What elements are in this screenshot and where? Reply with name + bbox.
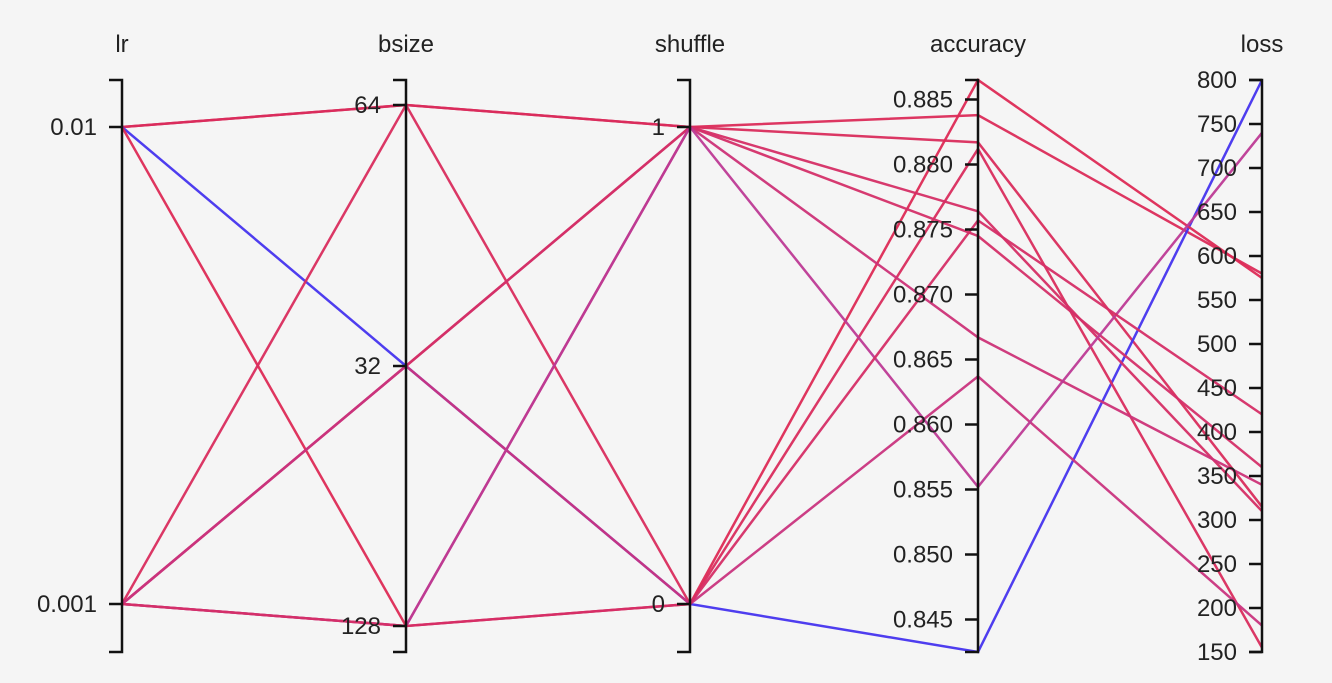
tick-label-accuracy-1: 0.880	[893, 152, 953, 179]
tick-label-loss-1: 750	[1197, 111, 1237, 138]
axis-title-loss: loss	[1241, 31, 1284, 58]
axis-bsize: bsize 64 32 128	[341, 31, 434, 654]
tick-label-lr-1: 0.001	[37, 591, 97, 618]
tick-label-lr-0: 0.01	[50, 114, 97, 141]
axis-line-shuffle	[677, 78, 692, 654]
tick-label-shuffle-1: 0	[652, 591, 665, 618]
tick-label-loss-11: 250	[1197, 551, 1237, 578]
tick-label-accuracy-8: 0.845	[893, 607, 953, 634]
tick-label-loss-4: 600	[1197, 243, 1237, 270]
tick-label-accuracy-5: 0.860	[893, 412, 953, 439]
axis-title-lr: lr	[115, 31, 128, 58]
data-line-3	[120, 78, 1263, 628]
tick-label-loss-13: 150	[1197, 639, 1237, 666]
tick-label-loss-10: 300	[1197, 507, 1237, 534]
axis-title-bsize: bsize	[378, 31, 434, 58]
data-line-4	[120, 102, 1264, 649]
axis-line-lr	[109, 78, 124, 654]
tick-label-loss-8: 400	[1197, 419, 1237, 446]
tick-label-loss-3: 650	[1197, 199, 1237, 226]
data-lines	[120, 78, 1264, 654]
axis-accuracy: accuracy 0.885 0.880 0.875 0.870 0.865 0.860 0.…	[893, 31, 1026, 654]
axis-line-accuracy	[965, 78, 980, 654]
tick-label-loss-5: 550	[1197, 287, 1237, 314]
tick-label-accuracy-6: 0.855	[893, 477, 953, 504]
tick-label-loss-12: 200	[1197, 595, 1237, 622]
axis-title-accuracy: accuracy	[930, 31, 1026, 58]
data-line-8	[121, 125, 1263, 628]
tick-label-loss-0: 800	[1197, 67, 1237, 94]
data-line-6	[121, 125, 1263, 605]
tick-label-accuracy-7: 0.850	[893, 542, 953, 569]
tick-label-loss-9: 350	[1197, 463, 1237, 490]
tick-label-bsize-0: 64	[354, 92, 381, 119]
tick-label-shuffle-0: 1	[652, 114, 665, 141]
data-line-5	[121, 125, 1263, 605]
tick-label-loss-2: 700	[1197, 155, 1237, 182]
tick-label-accuracy-4: 0.865	[893, 347, 953, 374]
axis-lr: lr 0.01 0.001	[37, 31, 129, 654]
axes: lr 0.01 0.001 bsize 64 32 128 shuffle 1 0 accuracy…	[37, 31, 1283, 666]
data-line-2	[121, 79, 1264, 654]
tick-label-accuracy-0: 0.885	[893, 87, 953, 114]
tick-label-loss-6: 500	[1197, 331, 1237, 358]
axis-shuffle: shuffle 1 0	[652, 31, 725, 654]
data-line-7	[121, 364, 1263, 627]
data-line-9	[121, 124, 1263, 628]
tick-label-bsize-2: 128	[341, 613, 381, 640]
tick-label-bsize-1: 32	[354, 353, 381, 380]
axis-title-shuffle: shuffle	[655, 31, 725, 58]
axis-line-loss	[1249, 78, 1264, 654]
tick-label-accuracy-3: 0.870	[893, 282, 953, 309]
tick-label-accuracy-2: 0.875	[893, 217, 953, 244]
tick-label-loss-7: 450	[1197, 375, 1237, 402]
